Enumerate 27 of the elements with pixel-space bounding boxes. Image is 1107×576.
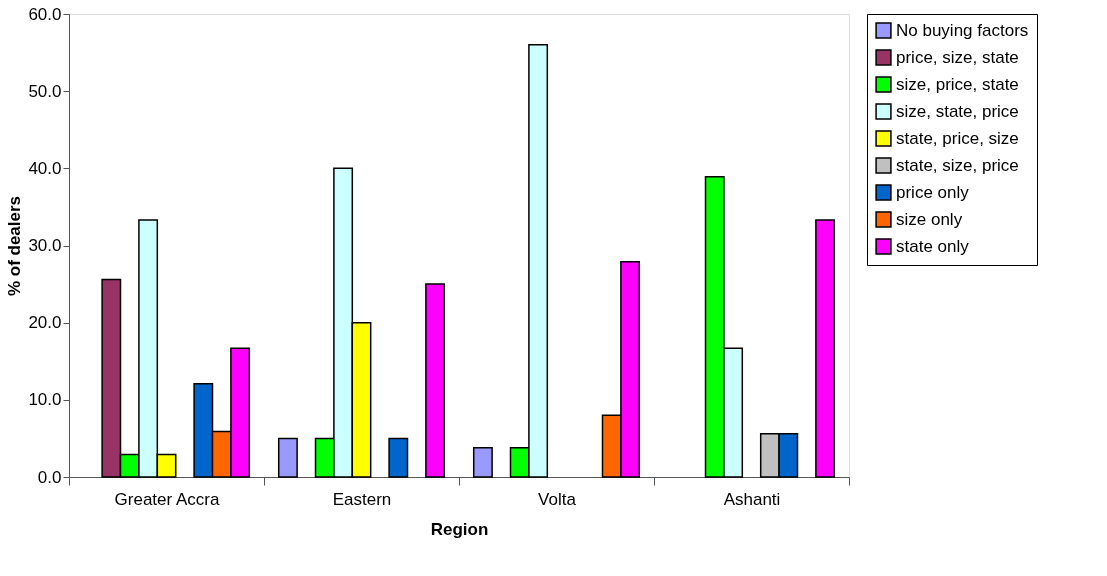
- y-axis-title: % of dealers: [5, 195, 25, 297]
- y-tick-label: 50.0: [28, 81, 62, 101]
- bar: [425, 283, 446, 478]
- y-tick-label: 60.0: [28, 4, 62, 24]
- legend-label: state only: [896, 236, 970, 256]
- y-tick-label: 20.0: [28, 313, 62, 333]
- y-tick-label: 30.0: [28, 236, 62, 255]
- legend-label: size only: [896, 209, 963, 229]
- bar: [277, 437, 298, 478]
- x-tick-label: Volta: [538, 489, 577, 509]
- bar: [472, 446, 493, 478]
- legend-label: state, size, price: [896, 155, 1019, 175]
- bar: [815, 219, 836, 478]
- legend-label: state, price, size: [896, 128, 1019, 148]
- legend-label: No buying factors: [896, 20, 1029, 40]
- x-tick-label: Greater Accra: [114, 489, 220, 509]
- legend-label: price only: [896, 182, 970, 202]
- legend-label: size, state, price: [896, 101, 1019, 121]
- x-tick-label: Eastern: [332, 489, 392, 509]
- x-tick-label: Ashanti: [723, 489, 781, 509]
- bar: [388, 437, 409, 478]
- legend-label: size, price, state: [896, 74, 1019, 94]
- x-axis-title: Region: [430, 519, 489, 539]
- y-tick-label: 0.0: [37, 467, 62, 487]
- y-tick-label: 10.0: [28, 390, 62, 410]
- y-tick-label: 40.0: [28, 158, 62, 178]
- legend-label: price, size, state: [896, 47, 1019, 67]
